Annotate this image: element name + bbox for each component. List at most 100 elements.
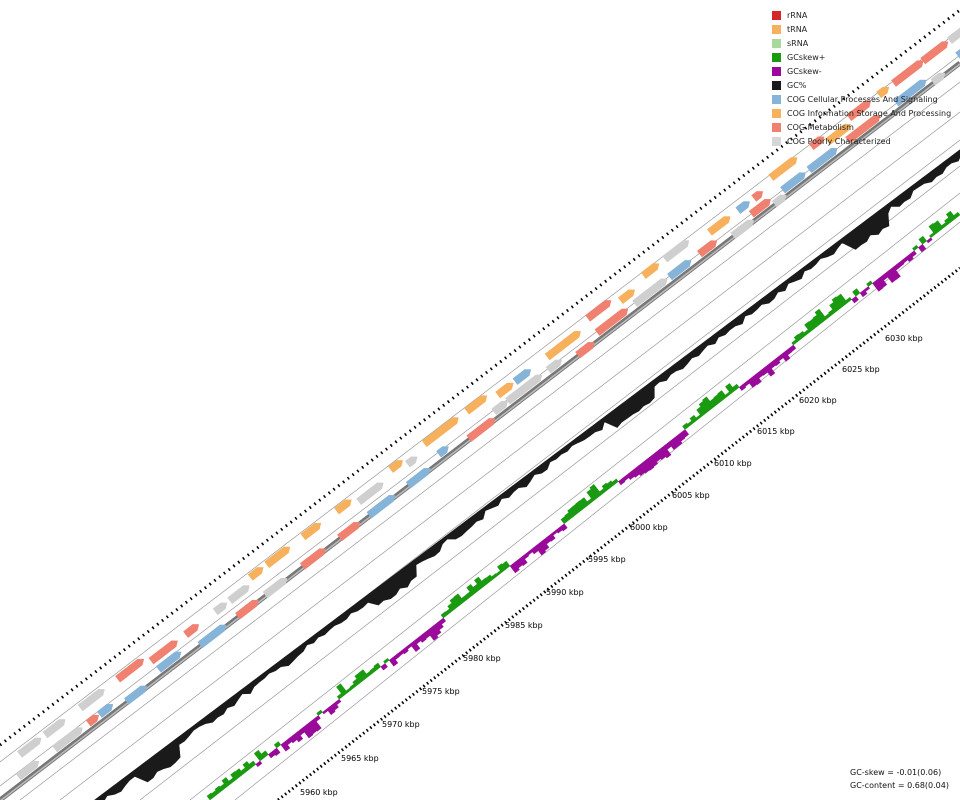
gene-feature bbox=[748, 199, 771, 218]
legend-label: tRNA bbox=[787, 24, 808, 34]
tick-label: 6005 kbp bbox=[672, 491, 710, 500]
gene-feature bbox=[768, 157, 798, 181]
gene-feature bbox=[825, 123, 851, 145]
track-guide-line bbox=[0, 29, 960, 763]
tick-label: 6025 kbp bbox=[842, 365, 880, 374]
tick-label: 6000 kbp bbox=[630, 523, 668, 532]
tick-label: 5980 kbp bbox=[463, 654, 501, 663]
gene-feature bbox=[495, 382, 514, 399]
gene-feature bbox=[421, 417, 459, 448]
legend-swatch bbox=[772, 66, 781, 76]
track-guide-line bbox=[59, 111, 960, 800]
gene-feature bbox=[337, 522, 361, 542]
tick-label: 5985 kbp bbox=[505, 621, 543, 630]
legend-item-gc-percent: GC% bbox=[772, 78, 951, 92]
legend-label: COG Information Storage And Processing bbox=[787, 108, 952, 118]
track-guide-line bbox=[189, 192, 960, 800]
gene-feature bbox=[806, 147, 838, 174]
legend-label: COG Cellular Processes And Signaling bbox=[787, 94, 938, 104]
tick-label: 5960 kbp bbox=[300, 788, 338, 797]
gc-content-stat: GC-content = 0.68(0.04) bbox=[850, 781, 949, 790]
track-guide-line bbox=[234, 221, 960, 800]
gene-feature bbox=[96, 704, 114, 718]
gene-feature bbox=[227, 585, 250, 604]
legend-item-cog-cellular: COG Cellular Processes And Signaling bbox=[772, 92, 951, 106]
gene-feature bbox=[545, 359, 562, 374]
legend-item-gcskew-neg: GCskew- bbox=[772, 64, 951, 78]
legend-swatch bbox=[772, 52, 781, 62]
gene-feature bbox=[893, 79, 927, 107]
gc-content-track bbox=[94, 149, 960, 800]
gc-content-plot bbox=[94, 149, 960, 800]
legend-item-cog-metabolism: COG Metabolism bbox=[772, 120, 951, 134]
gene-feature bbox=[491, 400, 508, 416]
legend-swatch bbox=[772, 80, 781, 90]
gene-feature bbox=[197, 624, 227, 649]
gene-feature bbox=[466, 418, 496, 442]
gene-feature bbox=[594, 308, 629, 336]
gene-feature bbox=[955, 48, 960, 59]
gene-feature bbox=[876, 86, 890, 99]
gene-feature bbox=[808, 136, 825, 151]
gene-feature bbox=[247, 567, 264, 581]
gene-feature bbox=[85, 714, 99, 727]
genome-stats: GC-skew = -0.01(0.06) GC-content = 0.68(… bbox=[850, 766, 949, 792]
legend-swatch bbox=[772, 24, 781, 34]
inner-axis bbox=[277, 266, 960, 800]
gene-feature bbox=[640, 263, 660, 279]
track-guide-line bbox=[19, 81, 960, 800]
legend-item-trna: tRNA bbox=[772, 22, 951, 36]
gene-feature bbox=[667, 260, 692, 281]
legend-label: COG Poorly Characterized bbox=[787, 136, 891, 146]
gc-skew-stat: GC-skew = -0.01(0.06) bbox=[850, 768, 942, 777]
gene-feature bbox=[846, 100, 871, 122]
gene-feature bbox=[505, 374, 543, 405]
gene-feature bbox=[771, 194, 787, 208]
tick-label: 6030 kbp bbox=[885, 334, 923, 343]
gene-feature bbox=[52, 727, 83, 753]
gene-feature bbox=[706, 216, 731, 236]
tick-label: 6015 kbp bbox=[757, 427, 795, 436]
legend-swatch bbox=[772, 136, 781, 146]
legend-swatch bbox=[772, 10, 781, 20]
gene-feature bbox=[300, 522, 322, 541]
gene-feature bbox=[464, 395, 488, 415]
inner-axis-dotted bbox=[277, 266, 960, 800]
gene-feature bbox=[183, 624, 200, 638]
legend: rRNA tRNA sRNA GCskew+ GCskew- GC% COG C… bbox=[772, 8, 951, 148]
gene-feature bbox=[930, 72, 946, 86]
gc-skew-positive-plot bbox=[206, 210, 960, 800]
gene-feature bbox=[632, 278, 668, 307]
gene-feature bbox=[512, 369, 532, 385]
gene-feature bbox=[262, 577, 288, 599]
legend-item-gcskew-pos: GCskew+ bbox=[772, 50, 951, 64]
gene-feature bbox=[235, 599, 259, 620]
gene-feature bbox=[891, 60, 924, 87]
gc-skew-track bbox=[206, 210, 960, 800]
gene-feature bbox=[730, 219, 754, 240]
tick-label: 6010 kbp bbox=[714, 459, 752, 468]
gene-feature bbox=[124, 685, 148, 705]
legend-swatch bbox=[772, 108, 781, 118]
gene-feature bbox=[299, 548, 326, 570]
gene-feature bbox=[585, 300, 612, 322]
gene-feature bbox=[947, 27, 960, 44]
gene-feature bbox=[42, 719, 66, 739]
track-guide-line bbox=[139, 165, 960, 800]
gene-feature bbox=[334, 499, 352, 515]
tick-label: 5995 kbp bbox=[588, 555, 626, 564]
gene-feature bbox=[697, 240, 718, 258]
legend-item-srna: sRNA bbox=[772, 36, 951, 50]
legend-item-rrna: rRNA bbox=[772, 8, 951, 22]
gene-feature bbox=[212, 602, 228, 616]
gene-feature bbox=[115, 658, 145, 683]
gene-feature bbox=[544, 331, 581, 361]
gene-feature bbox=[77, 688, 105, 712]
gene-feature bbox=[388, 460, 403, 473]
legend-label: GCskew+ bbox=[787, 52, 826, 62]
legend-label: GC% bbox=[787, 80, 807, 90]
gene-feature bbox=[404, 456, 418, 468]
gene-feature bbox=[366, 494, 396, 519]
tick-label: 5970 kbp bbox=[382, 720, 420, 729]
gene-feature bbox=[264, 546, 291, 568]
